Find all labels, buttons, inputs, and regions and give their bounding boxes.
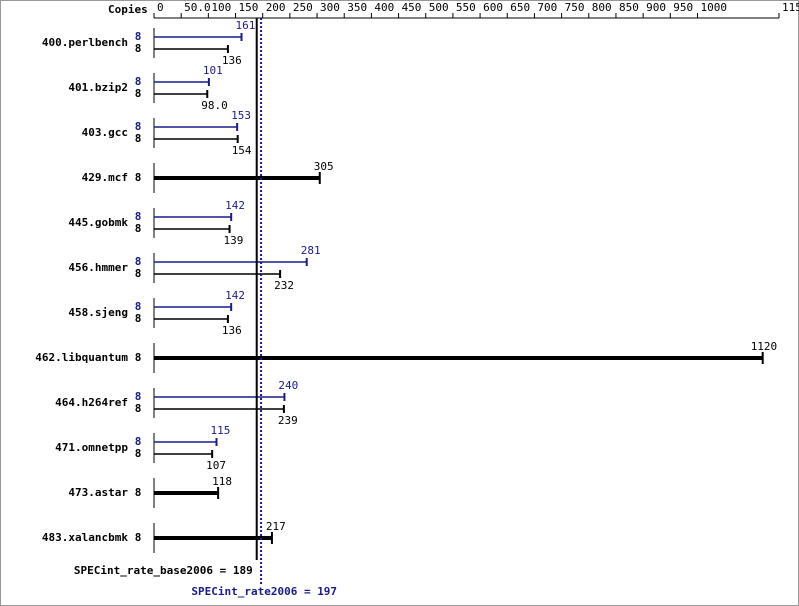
value-label: 142 — [225, 289, 245, 302]
x-tick-label: 650 — [510, 1, 530, 14]
copies-label: 8 — [135, 42, 142, 55]
value-label: 281 — [301, 244, 321, 257]
value-label: 161 — [236, 19, 256, 32]
x-tick-label: 100 — [211, 1, 231, 14]
copies-label: 8 — [135, 531, 142, 544]
category-label: 483.xalancbmk — [42, 531, 128, 544]
value-label: 154 — [232, 144, 252, 157]
category-label: 456.hmmer — [68, 261, 128, 274]
reference-label: SPECint_rate2006 = 197 — [191, 585, 337, 598]
x-tick-label: 250 — [293, 1, 313, 14]
copies-label: 8 — [135, 255, 142, 268]
copies-label: 8 — [135, 435, 142, 448]
category-label: 458.sjeng — [68, 306, 128, 319]
copies-label: 8 — [135, 267, 142, 280]
copies-label: 8 — [135, 75, 142, 88]
value-label: 98.0 — [201, 99, 228, 112]
x-tick-label: 150 — [239, 1, 259, 14]
x-tick-label: 600 — [483, 1, 503, 14]
copies-label: 8 — [135, 486, 142, 499]
x-tick-label: 200 — [266, 1, 286, 14]
category-label: 401.bzip2 — [68, 81, 128, 94]
x-tick-label: 0 — [157, 1, 164, 14]
category-label: 471.omnetpp — [55, 441, 128, 454]
x-tick-label: 1150 — [782, 1, 799, 14]
value-label: 240 — [278, 379, 298, 392]
copies-label: 8 — [135, 402, 142, 415]
x-tick-label: 750 — [565, 1, 585, 14]
x-tick-label: 400 — [374, 1, 394, 14]
copies-label: 8 — [135, 300, 142, 313]
copies-label: 8 — [135, 87, 142, 100]
value-label: 107 — [206, 459, 226, 472]
copies-label: 8 — [135, 210, 142, 223]
x-tick-label: 700 — [537, 1, 557, 14]
copies-label: 8 — [135, 447, 142, 460]
copies-label: 8 — [135, 222, 142, 235]
x-tick-label: 1000 — [700, 1, 727, 14]
x-tick-label: 450 — [402, 1, 422, 14]
copies-label: 8 — [135, 30, 142, 43]
value-label: 115 — [211, 424, 231, 437]
value-label: 136 — [222, 324, 242, 337]
value-label: 142 — [225, 199, 245, 212]
category-label: 400.perlbench — [42, 36, 128, 49]
x-tick-label: 900 — [646, 1, 666, 14]
category-label: 464.h264ref — [55, 396, 128, 409]
value-label: 101 — [203, 64, 223, 77]
x-tick-label: 350 — [347, 1, 367, 14]
x-tick-label: 800 — [592, 1, 612, 14]
value-label: 139 — [224, 234, 244, 247]
value-label: 1120 — [751, 340, 778, 353]
category-label: 403.gcc — [82, 126, 128, 139]
x-tick-label: 50.0 — [184, 1, 211, 14]
x-tick-label: 850 — [619, 1, 639, 14]
copies-label: 8 — [135, 171, 142, 184]
value-label: 118 — [212, 475, 232, 488]
copies-label: 8 — [135, 312, 142, 325]
copies-label: 8 — [135, 351, 142, 364]
copies-header: Copies — [108, 3, 148, 16]
category-label: 473.astar — [68, 486, 128, 499]
value-label: 239 — [278, 414, 298, 427]
category-label: 429.mcf — [82, 171, 128, 184]
x-tick-label: 550 — [456, 1, 476, 14]
value-label: 153 — [231, 109, 251, 122]
value-label: 305 — [314, 160, 334, 173]
value-label: 217 — [266, 520, 286, 533]
value-label: 232 — [274, 279, 294, 292]
x-tick-label: 950 — [673, 1, 693, 14]
category-label: 445.gobmk — [68, 216, 128, 229]
copies-label: 8 — [135, 120, 142, 133]
reference-label: SPECint_rate_base2006 = 189 — [74, 564, 253, 577]
x-tick-label: 300 — [320, 1, 340, 14]
value-label: 136 — [222, 54, 242, 67]
copies-label: 8 — [135, 132, 142, 145]
x-tick-label: 500 — [429, 1, 449, 14]
copies-label: 8 — [135, 390, 142, 403]
category-label: 462.libquantum — [35, 351, 128, 364]
